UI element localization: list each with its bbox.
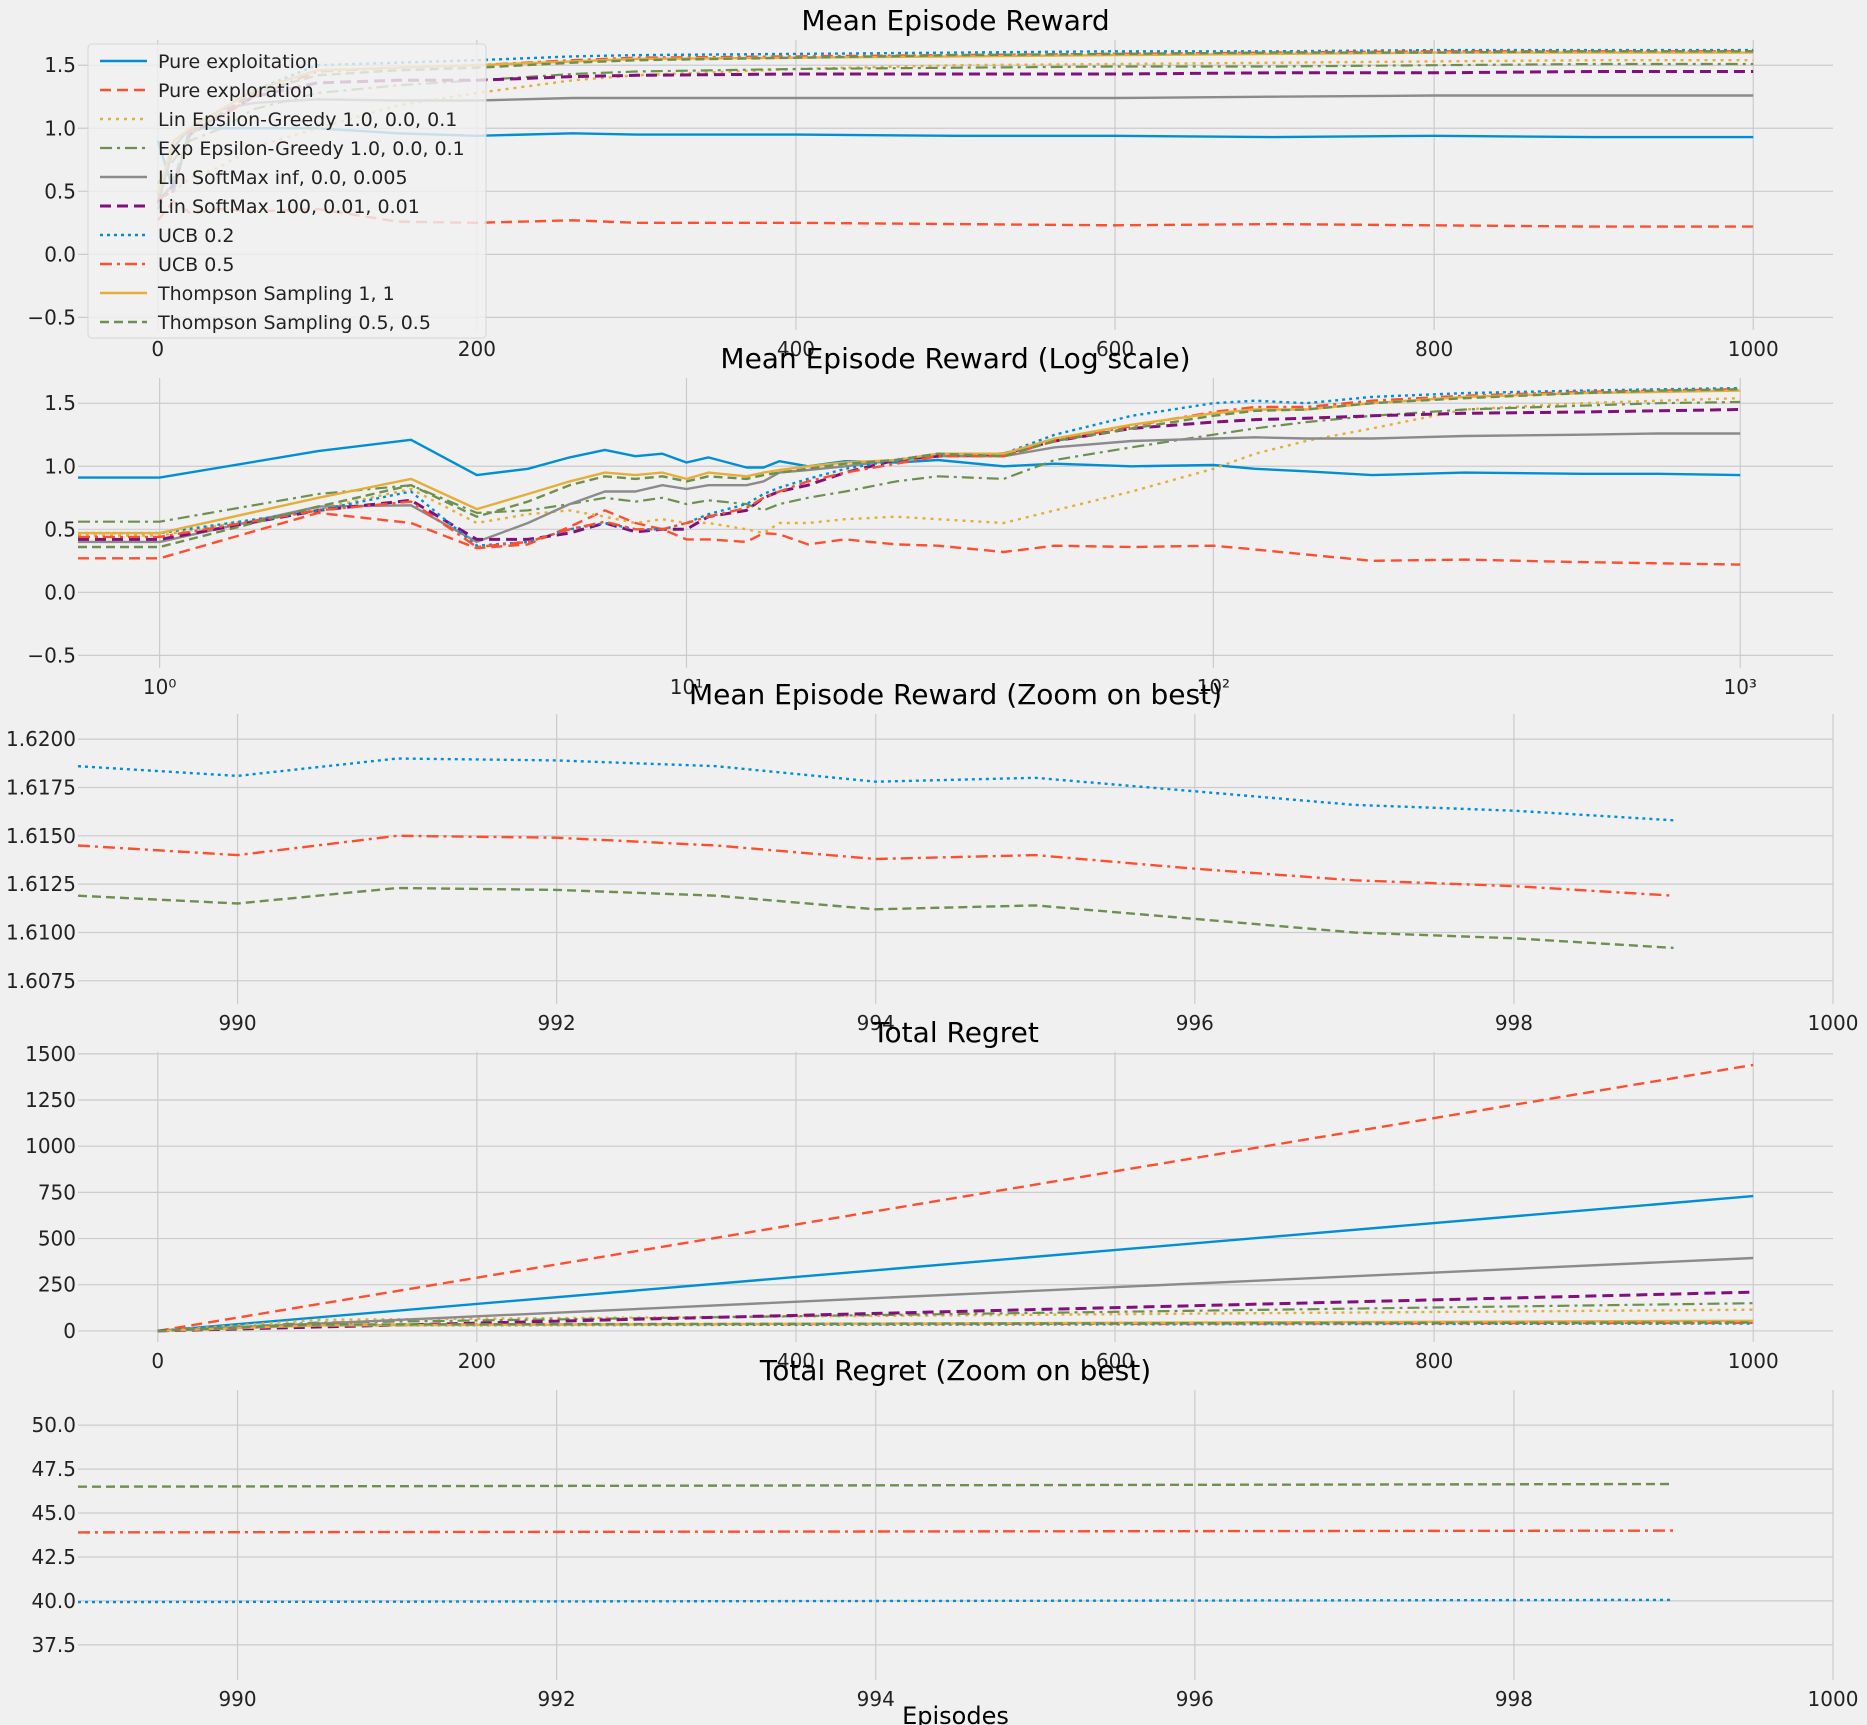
y-tick-label: 1.6175	[6, 775, 76, 799]
x-tick-label: 1000	[1808, 1011, 1859, 1035]
series-line	[77, 834, 1674, 897]
y-tick-label: 45.0	[31, 1501, 76, 1525]
panel-3: Mean Episode Reward (Zoom on best) 990 992…	[6, 678, 1858, 1035]
x-tick-label: 994	[857, 1687, 895, 1711]
x-tick-label: 10¹	[670, 675, 703, 699]
y-tick-label: 1.6150	[6, 824, 76, 848]
x-tick-label: 600	[1096, 1349, 1134, 1373]
x-tick-label: 10²	[1197, 675, 1230, 699]
x-tick-label: 990	[218, 1687, 256, 1711]
legend-box	[87, 43, 487, 339]
legend-item-label: Pure exploitation	[158, 51, 319, 73]
y-tick-label: 250	[38, 1273, 76, 1297]
legend-item-label: Thompson Sampling 0.5, 0.5	[157, 312, 431, 334]
series-line	[78, 388, 1741, 549]
series-line	[157, 1063, 1754, 1333]
x-tick-label: 400	[777, 337, 815, 361]
y-tick-label: 1.6125	[6, 872, 76, 896]
series-line	[156, 200, 1754, 228]
y-tick-label: 0.0	[44, 242, 76, 266]
y-tick-label: 0.5	[44, 179, 76, 203]
legend-item-label: Thompson Sampling 1, 1	[157, 283, 395, 305]
series-line	[78, 432, 1741, 544]
series-line	[78, 400, 1741, 523]
series-line	[77, 757, 1674, 822]
x-tick-label: 200	[458, 337, 496, 361]
panel-2: Mean Episode Reward (Log scale) 10⁰ 10¹ 10²…	[27, 342, 1833, 699]
y-tick-label: 1.5	[44, 391, 76, 415]
x-tick-label: 0	[151, 1349, 164, 1373]
y-tick-label: 0.0	[44, 580, 76, 604]
y-tick-label: 50.0	[31, 1413, 76, 1437]
x-tick-label: 996	[1176, 1687, 1214, 1711]
x-tick-label: 200	[458, 1349, 496, 1373]
y-tick-label: 40.0	[31, 1589, 76, 1613]
x-tick-label: 800	[1415, 1349, 1453, 1373]
y-tick-label: 1.0	[44, 454, 76, 478]
legend: Pure exploitation Pure exploration Lin Eps…	[87, 43, 487, 339]
x-tick-label: 992	[538, 1011, 576, 1035]
x-tick-label: 996	[1176, 1011, 1214, 1035]
y-tick-label: 1.0	[44, 116, 76, 140]
y-tick-label: 1250	[25, 1088, 76, 1112]
legend-item-label: Lin Epsilon-Greedy 1.0, 0.0, 0.1	[158, 109, 457, 131]
x-tick-label: 998	[1495, 1011, 1533, 1035]
panel-title: Mean Episode Reward (Zoom on best)	[689, 678, 1222, 711]
series-line	[78, 438, 1741, 479]
x-tick-label: 800	[1415, 337, 1453, 361]
y-tick-label: −0.5	[27, 305, 76, 329]
x-tick-label: 10³	[1723, 675, 1756, 699]
y-tick-label: 0	[63, 1319, 76, 1343]
x-tick-label: 990	[218, 1011, 256, 1035]
series-line	[157, 1321, 1754, 1333]
series-line	[78, 408, 1741, 541]
x-tick-label: 1000	[1728, 337, 1779, 361]
y-tick-label: −0.5	[27, 643, 76, 667]
series-line	[156, 70, 1754, 203]
x-tick-label: 0	[151, 337, 164, 361]
x-tick-label: 998	[1495, 1687, 1533, 1711]
y-tick-label: 1.5	[44, 53, 76, 77]
y-tick-label: 37.5	[31, 1633, 76, 1657]
legend-item-label: Exp Epsilon-Greedy 1.0, 0.0, 0.1	[158, 138, 465, 160]
series-line	[77, 886, 1674, 950]
panel-title: Mean Episode Reward	[801, 4, 1109, 37]
legend-item-label: Lin SoftMax inf, 0.0, 0.005	[158, 167, 408, 189]
x-tick-label: 1000	[1808, 1687, 1859, 1711]
y-tick-label: 0.5	[44, 517, 76, 541]
panel-4: Total Regret 0 200 400 600 800 1000 0 250 500 750 1…	[25, 1016, 1833, 1373]
y-tick-label: 42.5	[31, 1545, 76, 1569]
y-tick-label: 1.6200	[6, 727, 76, 751]
series-line	[157, 1302, 1754, 1332]
panel-title: Total Regret	[871, 1016, 1039, 1049]
y-tick-label: 1500	[25, 1042, 76, 1066]
y-tick-label: 1000	[25, 1134, 76, 1158]
y-tick-label: 750	[38, 1180, 76, 1204]
x-tick-label: 10⁰	[143, 675, 176, 699]
y-tick-label: 1.6100	[6, 920, 76, 944]
panel-title: Total Regret (Zoom on best)	[759, 1354, 1151, 1387]
x-tick-label: 994	[857, 1011, 895, 1035]
x-axis-label: Episodes	[902, 1702, 1009, 1725]
x-tick-label: 600	[1096, 337, 1134, 361]
series-line	[77, 1529, 1674, 1534]
panel-5: Total Regret (Zoom on best) 990 992 994 996 9…	[31, 1354, 1858, 1725]
y-tick-label: 1.6075	[6, 969, 76, 993]
y-tick-label: 500	[38, 1227, 76, 1251]
legend-item-label: UCB 0.5	[158, 254, 234, 276]
legend-item-label: UCB 0.2	[158, 225, 234, 247]
series-line	[157, 1256, 1754, 1333]
x-tick-label: 1000	[1728, 1349, 1779, 1373]
legend-item-label: Pure exploration	[158, 80, 314, 102]
legend-item-label: Lin SoftMax 100, 0.01, 0.01	[158, 196, 420, 218]
series-line	[157, 1194, 1754, 1333]
series-line	[78, 388, 1741, 549]
series-line	[157, 1319, 1754, 1333]
panel-title: Mean Episode Reward (Log scale)	[720, 342, 1190, 375]
x-tick-label: 992	[538, 1687, 576, 1711]
y-tick-label: 47.5	[31, 1457, 76, 1481]
x-tick-label: 400	[777, 1349, 815, 1373]
